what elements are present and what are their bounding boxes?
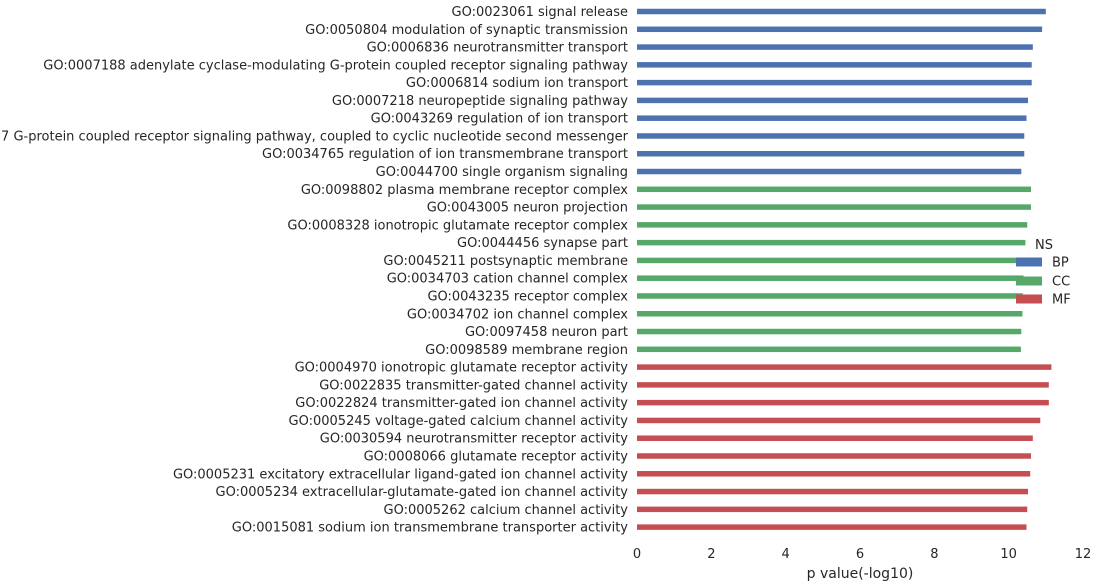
category-label: GO:0005231 excitatory extracellular liga… xyxy=(173,467,628,482)
bar xyxy=(637,328,1022,335)
bars-layer xyxy=(637,8,1052,530)
category-label: GO:0097458 neuron part xyxy=(465,325,628,340)
legend-title: NS xyxy=(1035,238,1053,253)
x-tick-label: 10 xyxy=(1000,547,1017,562)
x-tick-label: 4 xyxy=(782,547,790,562)
category-label: GO:0030594 neurotransmitter receptor act… xyxy=(320,432,629,447)
bar xyxy=(637,79,1032,86)
category-label: GO:0005262 calcium channel activity xyxy=(384,503,629,518)
bar xyxy=(637,62,1032,68)
legend-swatch xyxy=(1016,294,1042,304)
category-label: GO:0007187 G-protein coupled receptor si… xyxy=(0,129,629,144)
bar xyxy=(637,168,1022,175)
category-label: GO:0034703 cation channel complex xyxy=(387,272,629,287)
bar xyxy=(637,471,1031,477)
bar xyxy=(637,346,1021,353)
bar xyxy=(637,8,1046,15)
category-label: GO:0005245 voltage-gated calcium channel… xyxy=(289,414,629,429)
bar xyxy=(637,453,1031,459)
bar xyxy=(637,435,1033,441)
bar xyxy=(637,506,1028,513)
category-label: GO:0005234 extracellular-glutamate-gated… xyxy=(216,485,629,500)
category-label: GO:0006814 sodium ion transport xyxy=(406,76,628,91)
bar xyxy=(637,44,1033,50)
category-label: GO:0098589 membrane region xyxy=(425,343,628,358)
category-label: GO:0008066 glutamate receptor activity xyxy=(364,450,629,465)
legend: NS BP CC MF xyxy=(1016,238,1071,308)
bar xyxy=(637,222,1028,228)
bar xyxy=(637,399,1049,406)
legend-label: CC xyxy=(1052,275,1070,290)
category-label: GO:0044456 synapse part xyxy=(457,236,628,251)
legend-swatch xyxy=(1016,257,1042,267)
category-label: GO:0043269 regulation of ion transport xyxy=(371,112,628,127)
legend-label: MF xyxy=(1052,293,1071,308)
bar xyxy=(637,204,1031,210)
category-label: GO:0007218 neuropeptide signaling pathwa… xyxy=(332,94,628,109)
x-tick-label: 12 xyxy=(1075,547,1092,562)
category-label: GO:0022835 transmitter-gated channel act… xyxy=(319,378,628,393)
category-label: GO:0022824 transmitter-gated ion channel… xyxy=(295,396,628,411)
category-label: GO:0004970 ionotropic glutamate receptor… xyxy=(295,361,629,376)
legend-swatch xyxy=(1016,276,1042,286)
x-tick-label: 0 xyxy=(633,547,641,562)
category-label: GO:0034765 regulation of ion transmembra… xyxy=(262,147,628,162)
bar xyxy=(637,293,1023,299)
legend-label: BP xyxy=(1052,256,1069,271)
bar xyxy=(637,311,1023,317)
x-tick-label: 8 xyxy=(930,547,938,562)
bar xyxy=(637,257,1025,264)
category-labels: GO:0023061 signal release GO:0050804 modu… xyxy=(0,5,629,536)
bar xyxy=(637,97,1028,104)
bar xyxy=(637,239,1026,246)
bar xyxy=(637,26,1043,33)
category-label: GO:0098802 plasma membrane receptor comp… xyxy=(301,183,628,198)
bar xyxy=(637,364,1052,370)
x-axis-title: p value(-log10) xyxy=(807,566,914,582)
bar xyxy=(637,524,1027,530)
category-label: GO:0006836 neurotransmitter transport xyxy=(367,41,628,56)
bar xyxy=(637,133,1025,139)
x-axis: 0 2 4 6 8 10 12 xyxy=(633,547,1091,562)
category-label: GO:0034702 ion channel complex xyxy=(407,307,628,322)
category-label: GO:0043005 neuron projection xyxy=(427,201,628,216)
category-label: GO:0043235 receptor complex xyxy=(427,289,628,304)
bar xyxy=(637,488,1028,495)
x-tick-label: 2 xyxy=(707,547,715,562)
bar xyxy=(637,115,1027,121)
category-label: GO:0023061 signal release xyxy=(452,5,628,20)
category-label: GO:0050804 modulation of synaptic transm… xyxy=(305,23,628,38)
bar xyxy=(637,417,1041,424)
category-label: GO:0044700 single organism signaling xyxy=(376,165,628,180)
bar xyxy=(637,150,1025,157)
bar xyxy=(637,186,1031,193)
x-tick-label: 6 xyxy=(856,547,864,562)
category-label: GO:0008328 ionotropic glutamate receptor… xyxy=(287,218,628,233)
category-label: GO:0007188 adenylate cyclase-modulating … xyxy=(43,58,628,73)
bar xyxy=(637,382,1049,388)
category-label: GO:0015081 sodium ion transmembrane tran… xyxy=(232,521,628,536)
bar xyxy=(637,275,1024,281)
category-label: GO:0045211 postsynaptic membrane xyxy=(383,254,628,269)
